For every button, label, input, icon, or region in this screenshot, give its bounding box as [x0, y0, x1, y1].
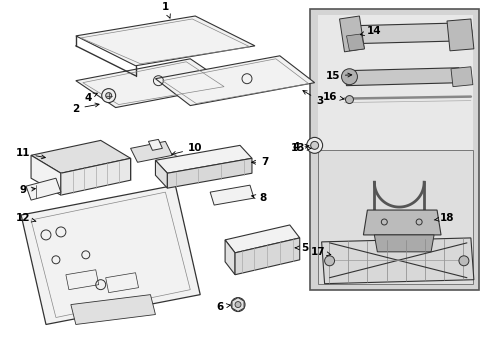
Text: 1: 1	[162, 2, 170, 18]
Text: 10: 10	[172, 143, 202, 155]
Circle shape	[458, 256, 468, 266]
Polygon shape	[374, 235, 433, 252]
Polygon shape	[339, 16, 364, 52]
Polygon shape	[155, 160, 167, 188]
Polygon shape	[26, 178, 61, 200]
Text: 4: 4	[84, 93, 97, 103]
Text: 18: 18	[433, 213, 453, 223]
Text: 14: 14	[360, 26, 381, 36]
Polygon shape	[130, 141, 172, 162]
Polygon shape	[450, 67, 472, 87]
Text: 8: 8	[251, 193, 266, 203]
Polygon shape	[235, 238, 299, 275]
Text: 7: 7	[251, 157, 268, 167]
Polygon shape	[21, 185, 200, 324]
Polygon shape	[321, 238, 473, 284]
Polygon shape	[210, 185, 253, 205]
Polygon shape	[71, 294, 155, 324]
Polygon shape	[224, 225, 299, 253]
Text: 6: 6	[216, 302, 230, 311]
Text: 15: 15	[325, 71, 351, 81]
Circle shape	[341, 69, 357, 85]
Circle shape	[105, 93, 111, 99]
Text: 4: 4	[291, 142, 308, 152]
Polygon shape	[309, 9, 478, 290]
Polygon shape	[31, 140, 130, 173]
Polygon shape	[346, 34, 364, 51]
Circle shape	[345, 96, 353, 104]
Circle shape	[449, 21, 471, 43]
Text: 16: 16	[322, 91, 343, 102]
Polygon shape	[155, 145, 251, 173]
Polygon shape	[155, 56, 314, 105]
Polygon shape	[231, 298, 244, 311]
Polygon shape	[224, 240, 235, 275]
Text: 2: 2	[72, 103, 99, 113]
Text: 5: 5	[295, 243, 308, 253]
Circle shape	[231, 298, 244, 311]
Circle shape	[324, 256, 334, 266]
Polygon shape	[446, 19, 473, 51]
Circle shape	[306, 138, 322, 153]
Text: 12: 12	[16, 213, 36, 223]
Polygon shape	[76, 59, 229, 108]
Text: 9: 9	[20, 185, 35, 195]
Circle shape	[310, 141, 318, 149]
Polygon shape	[317, 15, 472, 284]
Polygon shape	[76, 16, 254, 66]
Polygon shape	[317, 150, 472, 284]
Polygon shape	[61, 158, 130, 195]
Polygon shape	[363, 210, 440, 235]
Polygon shape	[167, 158, 251, 188]
Circle shape	[102, 89, 115, 103]
Text: 17: 17	[310, 247, 330, 257]
Text: 3: 3	[302, 91, 323, 105]
Polygon shape	[344, 23, 460, 44]
Polygon shape	[148, 139, 162, 150]
Circle shape	[235, 302, 241, 307]
Polygon shape	[31, 155, 61, 195]
Text: 11: 11	[16, 148, 45, 159]
Polygon shape	[344, 68, 460, 86]
Text: 13: 13	[290, 143, 310, 153]
